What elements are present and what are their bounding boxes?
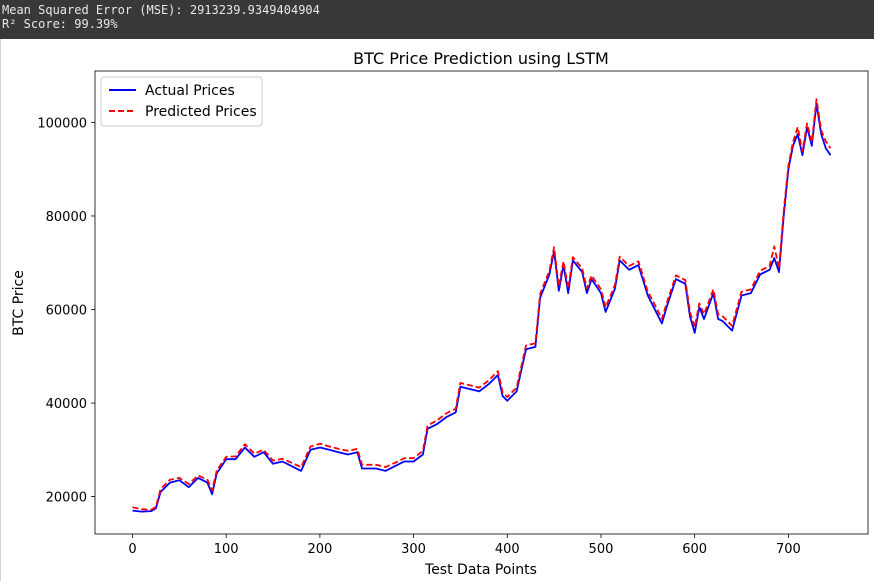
- mse-output-line: Mean Squared Error (MSE): 2913239.934940…: [2, 3, 320, 17]
- x-tick-label: 600: [682, 542, 707, 557]
- x-tick-label: 200: [307, 542, 332, 557]
- x-tick-label: 500: [589, 542, 614, 557]
- y-tick-label: 60000: [46, 304, 87, 319]
- chart-title: BTC Price Prediction using LSTM: [353, 49, 609, 68]
- figure: BTC Price Prediction using LSTM 20000 400…: [0, 39, 874, 581]
- y-tick-label: 100000: [37, 116, 87, 131]
- actual-prices-line: [132, 102, 832, 513]
- predicted-prices-line: [132, 98, 832, 511]
- legend: Actual Prices Predicted Prices: [100, 76, 263, 127]
- line-chart: BTC Price Prediction using LSTM 20000 400…: [11, 49, 869, 578]
- legend-label-predicted: Predicted Prices: [145, 104, 257, 120]
- y-tick-label: 80000: [46, 210, 87, 225]
- x-tick-label: 400: [495, 542, 520, 557]
- series-layer: [132, 98, 832, 513]
- x-axis-label: Test Data Points: [424, 562, 537, 578]
- y-axis-label: BTC Price: [11, 270, 27, 336]
- x-tick-label: 700: [776, 542, 801, 557]
- x-tick-label: 0: [128, 542, 136, 557]
- x-tick-label: 300: [401, 542, 426, 557]
- y-tick-label: 20000: [46, 491, 87, 506]
- x-axis-ticks: 0 100 200 300 400 500 600 700: [128, 534, 801, 557]
- console-output: Mean Squared Error (MSE): 2913239.934940…: [0, 0, 874, 39]
- legend-label-actual: Actual Prices: [145, 83, 235, 99]
- r2-output-line: R² Score: 99.39%: [2, 17, 118, 31]
- y-tick-label: 40000: [46, 397, 87, 412]
- legend-frame: [100, 76, 263, 127]
- y-axis-ticks: 20000 40000 60000 80000 100000: [37, 116, 95, 506]
- plot-frame: [94, 70, 869, 535]
- x-tick-label: 100: [214, 542, 239, 557]
